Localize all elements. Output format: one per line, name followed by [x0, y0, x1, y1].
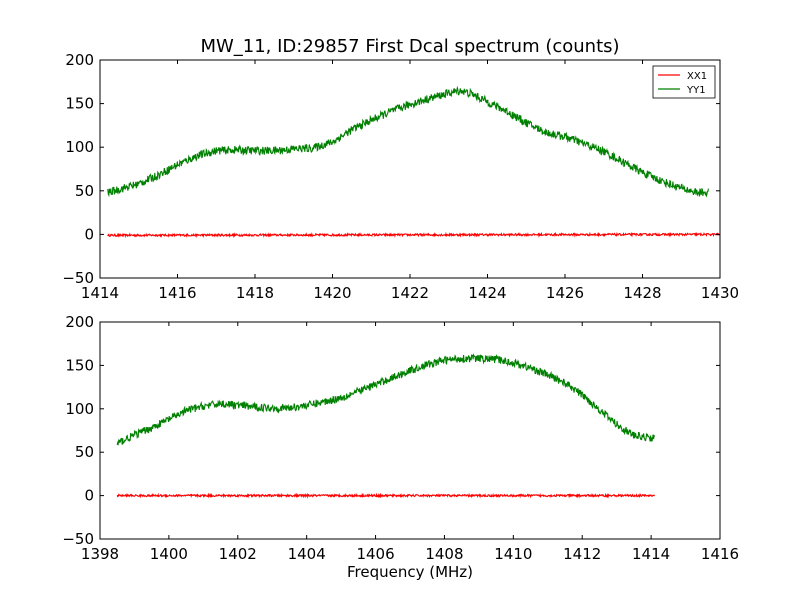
x-tick-label: 1426 — [546, 284, 584, 302]
series-line-b0 — [116, 492, 656, 499]
x-tick-label: 1398 — [81, 545, 119, 563]
x-tick-label: 1414 — [81, 284, 119, 302]
series-line-yy1 — [107, 85, 709, 198]
x-tick-label: 1406 — [356, 545, 394, 563]
y-tick-label: 200 — [65, 313, 94, 331]
x-tick-label: 1404 — [288, 545, 326, 563]
y-tick-label: 150 — [65, 95, 94, 113]
legend-label-yy1: YY1 — [686, 85, 706, 96]
y-tick-label: 0 — [84, 487, 94, 505]
y-tick-label: 50 — [75, 182, 94, 200]
figure-title: MW_11, ID:29857 First Dcal spectrum (cou… — [200, 36, 619, 57]
y-tick-label: 200 — [65, 51, 94, 69]
series-line-xx1 — [107, 231, 721, 239]
legend-box — [652, 65, 716, 99]
y-tick-label: 0 — [84, 225, 94, 243]
x-tick-label: 1400 — [150, 545, 188, 563]
y-tick-label: 50 — [75, 443, 94, 461]
x-tick-label: 1410 — [494, 545, 532, 563]
y-tick-label: 100 — [65, 138, 94, 156]
legend-label-xx1: XX1 — [687, 71, 707, 82]
x-tick-label: 1418 — [236, 284, 274, 302]
series-line-b1 — [116, 353, 656, 446]
x-tick-label: 1420 — [313, 284, 351, 302]
x-tick-label: 1408 — [425, 545, 463, 563]
top-spectrum-chart: 1414 1416 1418 1420 1422 1424 1426 1428 1430 −50 0… — [62, 51, 739, 302]
x-tick-label: 1430 — [701, 284, 739, 302]
bottom-spectrum-chart: 1398 1400 1402 1404 1406 1408 1410 1412 1414 1416… — [62, 313, 739, 563]
y-tick-label: 100 — [65, 400, 94, 418]
x-tick-label: 1402 — [219, 545, 257, 563]
y-tick-label: −50 — [62, 269, 94, 287]
x-tick-label: 1414 — [632, 545, 670, 563]
x-axis-label: Frequency (MHz) — [347, 563, 473, 581]
x-tick-label: 1412 — [563, 545, 601, 563]
x-tick-label: 1416 — [158, 284, 196, 302]
axes-frame — [99, 321, 721, 540]
y-tick-label: −50 — [62, 530, 94, 548]
y-tick-label: 150 — [65, 356, 94, 374]
x-tick-label: 1428 — [623, 284, 661, 302]
x-tick-label: 1424 — [468, 284, 506, 302]
x-tick-label: 1416 — [701, 545, 739, 563]
x-tick-label: 1422 — [391, 284, 429, 302]
